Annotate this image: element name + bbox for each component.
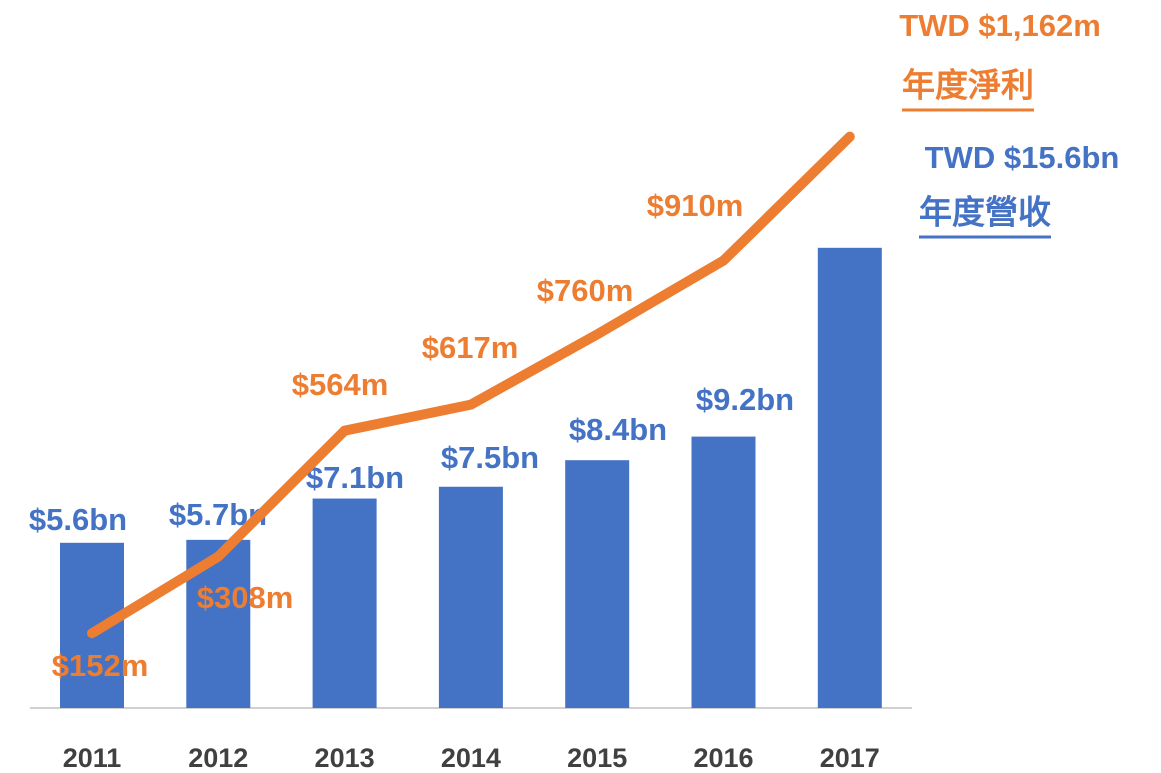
data-label: TWD $1,162m xyxy=(899,8,1101,43)
legend-label: 年度營收 xyxy=(919,194,1051,231)
bar xyxy=(565,460,630,708)
bar xyxy=(691,436,756,708)
data-label: $152m xyxy=(52,648,149,683)
x-tick-label: 2011 xyxy=(63,743,122,773)
data-label: $617m xyxy=(422,330,519,365)
data-label: $7.1bn xyxy=(306,460,404,495)
x-tick-label: 2015 xyxy=(567,743,627,773)
x-tick-label: 2017 xyxy=(820,743,880,773)
data-label: $308m xyxy=(197,580,294,615)
data-label: $564m xyxy=(292,367,389,402)
x-tick-label: 2014 xyxy=(441,743,501,773)
data-label: $910m xyxy=(647,188,744,223)
bar xyxy=(312,498,377,708)
x-tick-label: 2012 xyxy=(188,743,248,773)
data-label: $5.6bn xyxy=(29,502,127,537)
x-tick-label: 2013 xyxy=(315,743,375,773)
data-label: $9.2bn xyxy=(696,382,794,417)
data-label: $8.4bn xyxy=(569,412,667,447)
bar xyxy=(438,486,503,708)
data-label: TWD $15.6bn xyxy=(925,140,1120,175)
line xyxy=(87,131,855,639)
bar xyxy=(817,247,882,709)
data-label: $760m xyxy=(537,273,634,308)
data-label: $7.5bn xyxy=(441,440,539,475)
legend-label: 年度淨利 xyxy=(902,67,1034,104)
x-tick-label: 2016 xyxy=(693,743,753,773)
